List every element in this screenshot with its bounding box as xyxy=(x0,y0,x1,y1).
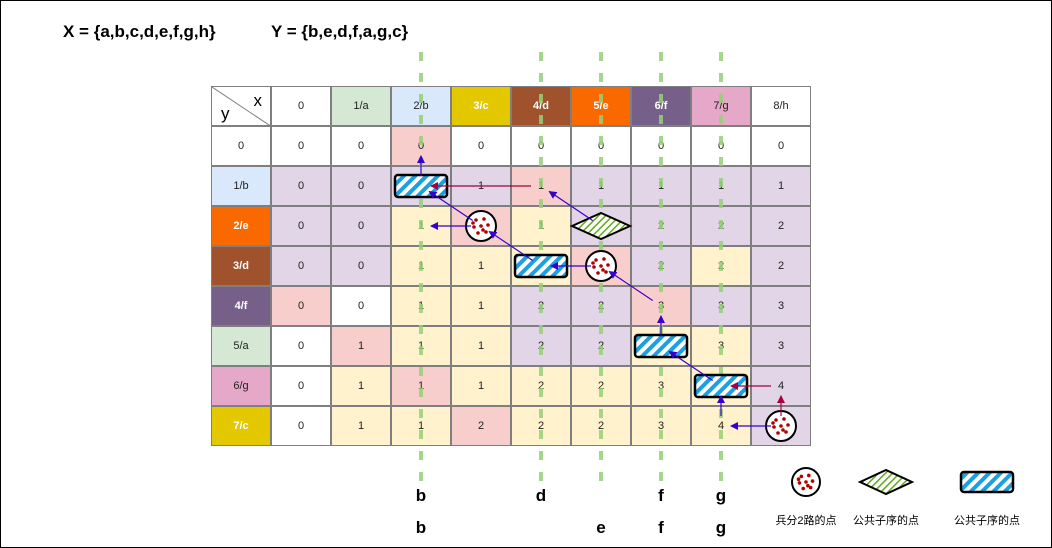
bottom-letter: f xyxy=(658,486,664,505)
corner-x-label: x xyxy=(253,91,263,110)
table-cell: 2 xyxy=(751,206,811,246)
table-cell: 0 xyxy=(451,126,511,166)
path-arrow xyxy=(488,230,534,261)
table-cell: 1 xyxy=(451,326,511,366)
table-cell: 0 xyxy=(271,126,331,166)
row-header: 5/a xyxy=(211,326,271,366)
col-header: 5/e xyxy=(571,86,631,126)
table-cell: 1 xyxy=(451,286,511,326)
row-header: 6/g xyxy=(211,366,271,406)
legend-diamond-icon xyxy=(857,468,915,496)
table-cell: 0 xyxy=(751,126,811,166)
row-header: 3/d xyxy=(211,246,271,286)
common-subsequence-diamond xyxy=(569,211,633,241)
table-cell: 0 xyxy=(571,126,631,166)
path-arrow xyxy=(668,350,714,381)
col-header: 0 xyxy=(271,86,331,126)
table-cell: 0 xyxy=(271,406,331,446)
table-cell: 1 xyxy=(751,166,811,206)
common-subsequence-rect xyxy=(633,333,689,359)
table-cell: 0 xyxy=(511,126,571,166)
path-arrow xyxy=(428,190,474,221)
bottom-letter: d xyxy=(535,486,547,505)
col-header: 1/a xyxy=(331,86,391,126)
row-header: 0 xyxy=(211,126,271,166)
legend-label: 兵分2路的点 xyxy=(775,515,837,527)
table-cell: 1 xyxy=(451,246,511,286)
bottom-letter: f xyxy=(658,518,664,537)
col-header: 6/f xyxy=(631,86,691,126)
table-cell: 0 xyxy=(331,246,391,286)
legend-label: 公共子序的点 xyxy=(853,515,919,527)
table-cell: 1 xyxy=(451,366,511,406)
legend-label: 公共子序的点 xyxy=(954,515,1020,527)
table-cell: 0 xyxy=(271,206,331,246)
sequence-y-label: Y = {b,e,d,f,a,g,c} xyxy=(271,22,409,41)
table-cell: 0 xyxy=(331,206,391,246)
col-header: 8/h xyxy=(751,86,811,126)
row-header: 7/c xyxy=(211,406,271,446)
table-cell: 1 xyxy=(331,366,391,406)
table-cell: 3 xyxy=(751,326,811,366)
table-cell: 1 xyxy=(331,326,391,366)
bottom-letter: b xyxy=(415,486,427,505)
corner-y-label: y xyxy=(221,104,230,123)
bottom-letter: g xyxy=(715,486,727,505)
table-cell: 0 xyxy=(631,126,691,166)
table-cell: 0 xyxy=(271,326,331,366)
sequence-x-label: X = {a,b,c,d,e,f,g,h} xyxy=(63,22,216,41)
bottom-letter: e xyxy=(596,518,606,537)
path-arrow xyxy=(548,190,594,221)
bottom-letter: b xyxy=(415,518,427,537)
bottom-letter: g xyxy=(715,518,727,537)
table-cell: 0 xyxy=(271,246,331,286)
row-header: 2/e xyxy=(211,206,271,246)
legend-rect-icon xyxy=(959,470,1015,494)
row-header: 4/f xyxy=(211,286,271,326)
table-cell: 3 xyxy=(751,286,811,326)
table-cell: 0 xyxy=(331,126,391,166)
table-cell: 2 xyxy=(751,246,811,286)
table-cell: 3 xyxy=(631,406,691,446)
table-cell: 0 xyxy=(331,166,391,206)
row-header: 1/b xyxy=(211,166,271,206)
table-cell: 0 xyxy=(271,286,331,326)
table-cell: 0 xyxy=(271,166,331,206)
table-cell: 1 xyxy=(331,406,391,446)
table-cell: 0 xyxy=(271,366,331,406)
legend-circle-icon xyxy=(791,467,821,497)
path-arrow xyxy=(608,270,654,301)
col-header: 3/c xyxy=(451,86,511,126)
table-cell: 2 xyxy=(451,406,511,446)
table-cell: 0 xyxy=(331,286,391,326)
